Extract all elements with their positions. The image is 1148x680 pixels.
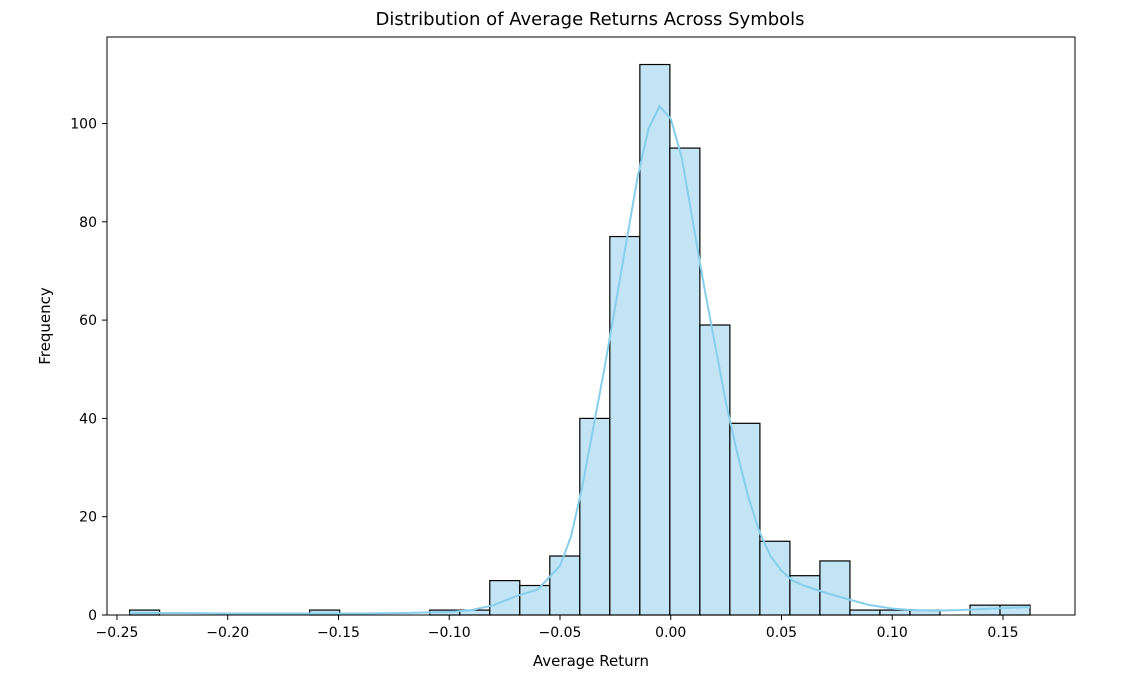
histogram-bars [128,63,1031,616]
histogram-bar [819,560,851,616]
histogram-bar [579,417,611,616]
histogram-bar [759,540,791,616]
histogram-bar [849,609,881,616]
y-tick-label: 20 [79,510,97,526]
x-tick-label: 0.05 [766,625,797,641]
y-axis-label: Frequency [36,287,54,365]
histogram-bar [609,235,641,616]
x-tick-label: −0.10 [428,625,471,641]
y-tick-label: 60 [79,313,97,329]
histogram-bar [879,609,911,616]
histogram-bar [549,555,581,616]
plot-frame [106,36,1076,616]
x-axis-label: Average Return [533,652,649,670]
x-tick-label: −0.20 [206,625,249,641]
histogram-bar [699,324,731,616]
x-tick-label: −0.15 [317,625,360,641]
histogram-bar [669,147,701,616]
kde-curve [129,104,1031,615]
histogram-bar [489,579,521,616]
x-tick-label: −0.05 [539,625,582,641]
histogram-bar [639,63,671,616]
y-tick-label: 0 [88,608,97,624]
x-tick-label: 0.10 [877,625,908,641]
y-tick-label: 40 [79,411,97,427]
y-axis: 0 20 40 60 80 100 [70,117,107,624]
x-tick-label: 0.00 [655,625,686,641]
chart-title: Distribution of Average Returns Across S… [375,9,804,30]
x-axis: −0.25 −0.20 −0.15 −0.10 −0.05 0.00 0.05 0.10 0.1… [96,615,1019,641]
y-tick-label: 80 [79,215,97,231]
x-tick-label: 0.15 [987,625,1018,641]
x-tick-label: −0.25 [96,625,139,641]
y-tick-label: 100 [70,117,97,133]
